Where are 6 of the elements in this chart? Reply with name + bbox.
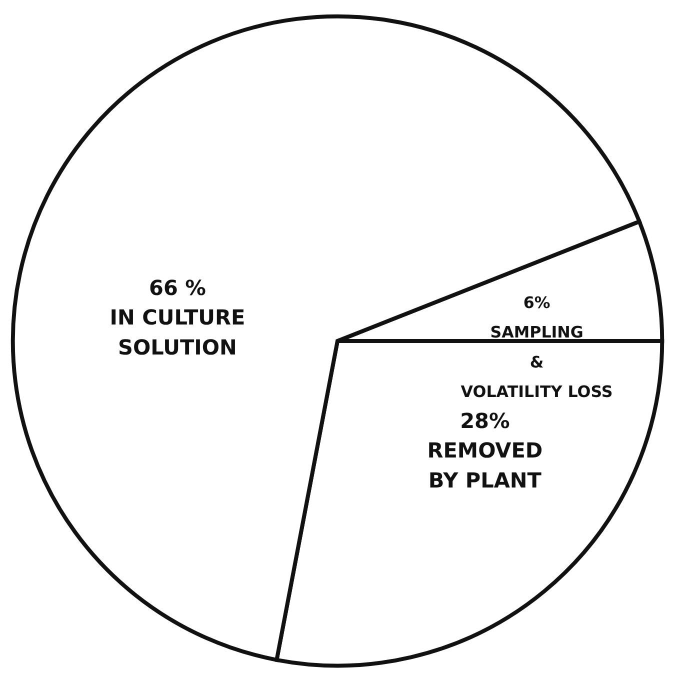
data-label: 28% — [460, 408, 510, 433]
slice-label: IN CULTURE SOLUTION — [110, 306, 246, 360]
data-label: 6% — [523, 292, 550, 312]
data-label: 66 % — [149, 276, 206, 300]
slice-label: SAMPLING & VOLATILITY LOSS — [460, 322, 613, 402]
slice-label: REMOVED BY PLANT — [427, 438, 543, 492]
